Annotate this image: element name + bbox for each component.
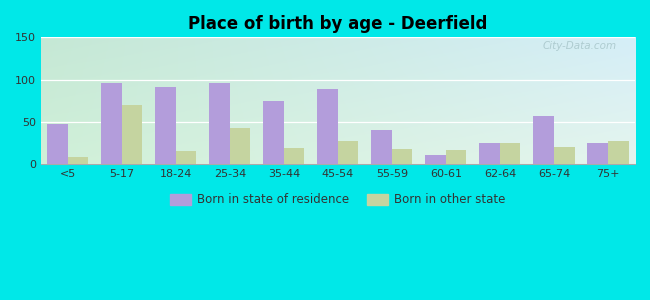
Bar: [317, 89, 338, 164]
Bar: [155, 87, 176, 164]
Bar: [101, 83, 122, 164]
Bar: [554, 147, 575, 164]
Bar: [480, 143, 500, 164]
Bar: [588, 143, 608, 164]
Bar: [176, 151, 196, 164]
Bar: [284, 148, 304, 164]
Title: Place of birth by age - Deerfield: Place of birth by age - Deerfield: [188, 15, 488, 33]
Bar: [426, 154, 446, 164]
Bar: [122, 105, 142, 164]
Bar: [608, 141, 629, 164]
Bar: [209, 83, 230, 164]
Bar: [446, 149, 467, 164]
Bar: [338, 141, 358, 164]
Bar: [230, 128, 250, 164]
Bar: [68, 157, 88, 164]
Bar: [534, 116, 554, 164]
Bar: [263, 100, 284, 164]
Bar: [500, 143, 521, 164]
Legend: Born in state of residence, Born in other state: Born in state of residence, Born in othe…: [166, 189, 510, 211]
Bar: [47, 124, 68, 164]
Text: City-Data.com: City-Data.com: [543, 41, 618, 51]
Bar: [371, 130, 392, 164]
Bar: [392, 149, 413, 164]
